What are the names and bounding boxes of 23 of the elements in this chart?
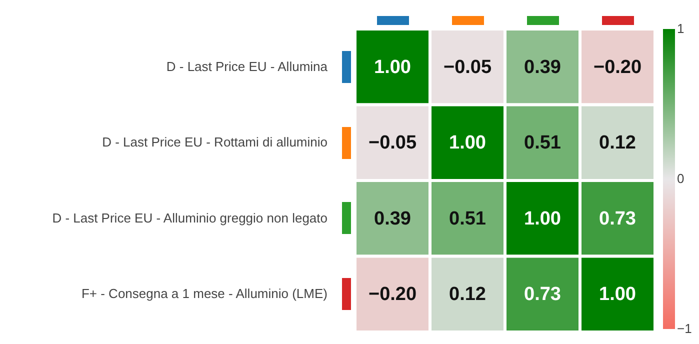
y-tick-label: D - Last Price EU - Rottami di alluminio — [102, 134, 328, 150]
data-label: 0.39 — [374, 208, 411, 230]
data-label: 1.00 — [449, 132, 486, 154]
data-label: −0.20 — [593, 56, 642, 78]
y-tick-label: D - Last Price EU - Allumina — [166, 58, 328, 74]
data-label: 0.39 — [524, 56, 561, 78]
y-tick-label: D - Last Price EU - Alluminio greggio non legato — [52, 210, 328, 226]
data-label: 0.51 — [524, 132, 562, 154]
data-label: 0.73 — [524, 284, 561, 306]
data-label: 0.12 — [449, 284, 486, 306]
data-label: 1.00 — [524, 208, 561, 230]
data-label: 1.00 — [599, 284, 636, 306]
data-label: 1.00 — [374, 56, 411, 78]
color-bar-label: 1 — [677, 21, 684, 36]
data-label: 0.73 — [599, 208, 636, 230]
y-tick-label: F+ - Consegna a 1 mese - Alluminio (LME) — [81, 286, 328, 302]
data-label: −0.05 — [368, 132, 417, 154]
data-label: 0.12 — [599, 132, 636, 154]
data-label: −0.05 — [443, 56, 492, 78]
color-bar-label: 0 — [677, 171, 684, 186]
color-bar-label: −1 — [677, 321, 692, 336]
data-label: 0.51 — [449, 208, 486, 230]
data-label: −0.20 — [368, 284, 417, 306]
